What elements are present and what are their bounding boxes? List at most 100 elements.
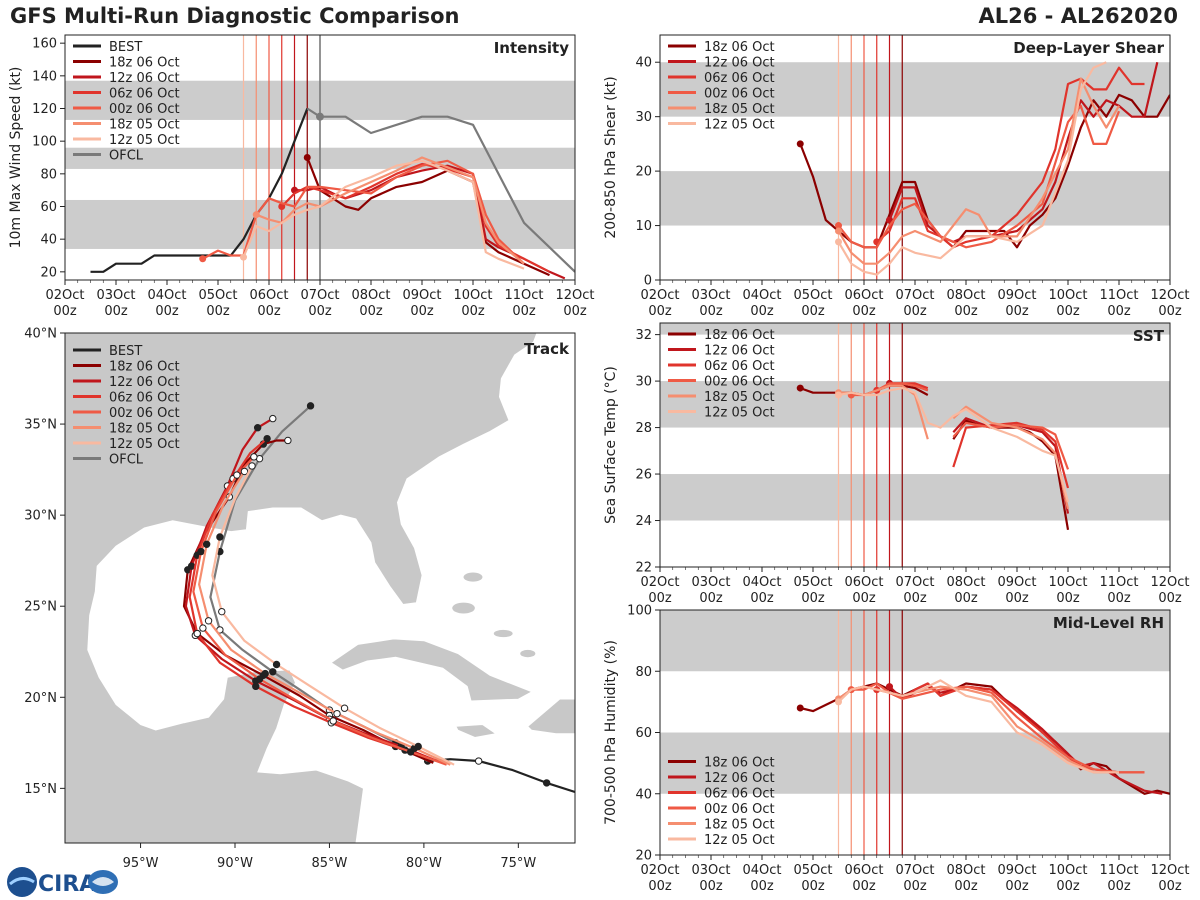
legend-label: 06z 06 Oct — [704, 71, 775, 86]
y-tick-label: 120 — [32, 102, 57, 117]
series-line-r12z05 — [838, 387, 1070, 503]
x-tick-sublabel: 00z — [512, 304, 536, 319]
x-tick-label: 12Oct — [555, 288, 594, 303]
track-point-marker — [284, 436, 292, 445]
cira-logo: CIRA — [7, 867, 118, 897]
x-tick-sublabel: 00z — [648, 304, 672, 319]
y-tick-label: 100 — [32, 135, 57, 150]
x-tick-sublabel: 00z — [852, 304, 876, 319]
track-map-area — [65, 333, 575, 843]
series-start-marker — [835, 698, 842, 706]
x-tick-sublabel: 00z — [1158, 304, 1182, 319]
x-tick-label: 06Oct — [844, 575, 883, 590]
x-tick-label: 12Oct — [1150, 575, 1189, 590]
land-cuba — [330, 638, 533, 702]
x-tick-sublabel: 00z — [1056, 304, 1080, 319]
x-tick-sublabel: 00z — [903, 591, 927, 606]
track-point-marker — [269, 668, 277, 676]
series-start-marker — [886, 683, 893, 691]
x-tick-sublabel: 00z — [1005, 304, 1029, 319]
track-line-r00z06 — [192, 456, 447, 766]
x-tick-label: 10Oct — [1048, 863, 1087, 878]
legend-label: 18z 05 Oct — [704, 390, 775, 405]
x-tick-label: 02Oct — [45, 288, 84, 303]
x-tick-label: 03Oct — [96, 288, 135, 303]
land-island — [520, 649, 536, 658]
x-tick-sublabel: 00z — [206, 304, 230, 319]
x-tick-label: 03Oct — [691, 288, 730, 303]
x-tick-label: 75°W — [500, 856, 536, 871]
track-panel: 95°W 90°W 85°W 80°W 75°W 15°N 20°N 25°N 30°N 35°N… — [24, 327, 576, 871]
x-tick-label: 08Oct — [946, 575, 985, 590]
track-point-marker — [250, 453, 258, 461]
legend-label: 06z 06 Oct — [109, 391, 180, 406]
x-tick-label: 03Oct — [691, 863, 730, 878]
legend-label: 12z 05 Oct — [109, 133, 180, 148]
y-tick-label: 100 — [627, 604, 652, 619]
track-point-marker — [248, 462, 256, 470]
x-tick-label: 09Oct — [997, 863, 1036, 878]
legend-label: 18z 06 Oct — [109, 360, 180, 375]
shade-band — [660, 610, 1170, 672]
legend-label: 18z 06 Oct — [704, 756, 775, 771]
panel-title: Track — [524, 340, 570, 358]
panel-title: Mid-Level RH — [1053, 614, 1164, 632]
x-tick-sublabel: 00z — [1005, 879, 1029, 894]
y-tick-label: 40 — [635, 56, 652, 71]
x-tick-sublabel: 00z — [903, 879, 927, 894]
globe-icon — [7, 867, 37, 897]
x-tick-sublabel: 00z — [903, 304, 927, 319]
track-point-marker — [197, 547, 205, 556]
x-tick-label: 07Oct — [300, 288, 339, 303]
land-island — [452, 602, 475, 614]
series-line-r12z05 — [837, 61, 1107, 276]
x-tick-label: 04Oct — [147, 288, 186, 303]
y-tick-label: 15°N — [24, 782, 57, 797]
series-line-r12z05 — [242, 159, 525, 270]
x-tick-sublabel: 00z — [801, 879, 825, 894]
x-tick-label: 04Oct — [742, 288, 781, 303]
legend-label: 06z 06 Oct — [109, 87, 180, 102]
x-tick-label: 02Oct — [640, 863, 679, 878]
x-tick-sublabel: 00z — [699, 304, 723, 319]
intensity-panel: 2040608010012014016002Oct00z03Oct00z04Oc… — [8, 34, 595, 319]
x-tick-label: 08Oct — [946, 863, 985, 878]
x-tick-sublabel: 00z — [750, 879, 774, 894]
legend-label: 06z 06 Oct — [704, 787, 775, 802]
x-tick-sublabel: 00z — [104, 304, 128, 319]
track-point-marker — [414, 742, 422, 751]
legend-label: 12z 05 Oct — [704, 833, 775, 848]
track-point-marker — [253, 424, 262, 432]
y-tick-label: 10 — [635, 219, 652, 234]
y-tick-label: 20 — [40, 265, 57, 280]
track-point-marker — [199, 624, 207, 632]
track-point-marker — [202, 540, 211, 548]
sst-panel: 22242628303202Oct00z03Oct00z04Oct00z05Oc… — [603, 322, 1190, 606]
track-line-r12z05 — [211, 465, 455, 766]
x-tick-sublabel: 00z — [750, 591, 774, 606]
legend-label: 18z 05 Oct — [109, 118, 180, 133]
legend-label: 06z 06 Oct — [704, 359, 775, 374]
legend-label: 00z 06 Oct — [704, 375, 775, 390]
series-start-marker — [303, 154, 311, 161]
y-tick-label: 32 — [635, 328, 652, 343]
x-tick-sublabel: 00z — [852, 879, 876, 894]
y-tick-label: 80 — [40, 167, 57, 182]
series-line-r18z05 — [837, 77, 1120, 265]
y-tick-label: 40 — [40, 233, 57, 248]
y-tick-label: 22 — [635, 561, 652, 576]
x-tick-sublabel: 00z — [461, 304, 485, 319]
shade-band — [660, 474, 1170, 521]
track-point-marker — [233, 471, 241, 479]
x-tick-sublabel: 00z — [359, 304, 383, 319]
y-tick-label: 24 — [635, 514, 652, 529]
series-start-marker — [835, 222, 842, 230]
panel-title: SST — [1133, 327, 1165, 345]
x-tick-label: 90°W — [217, 856, 253, 871]
x-tick-label: 04Oct — [742, 863, 781, 878]
x-tick-sublabel: 00z — [699, 879, 723, 894]
track-point-marker — [329, 717, 337, 725]
land-jamaica — [455, 724, 497, 738]
